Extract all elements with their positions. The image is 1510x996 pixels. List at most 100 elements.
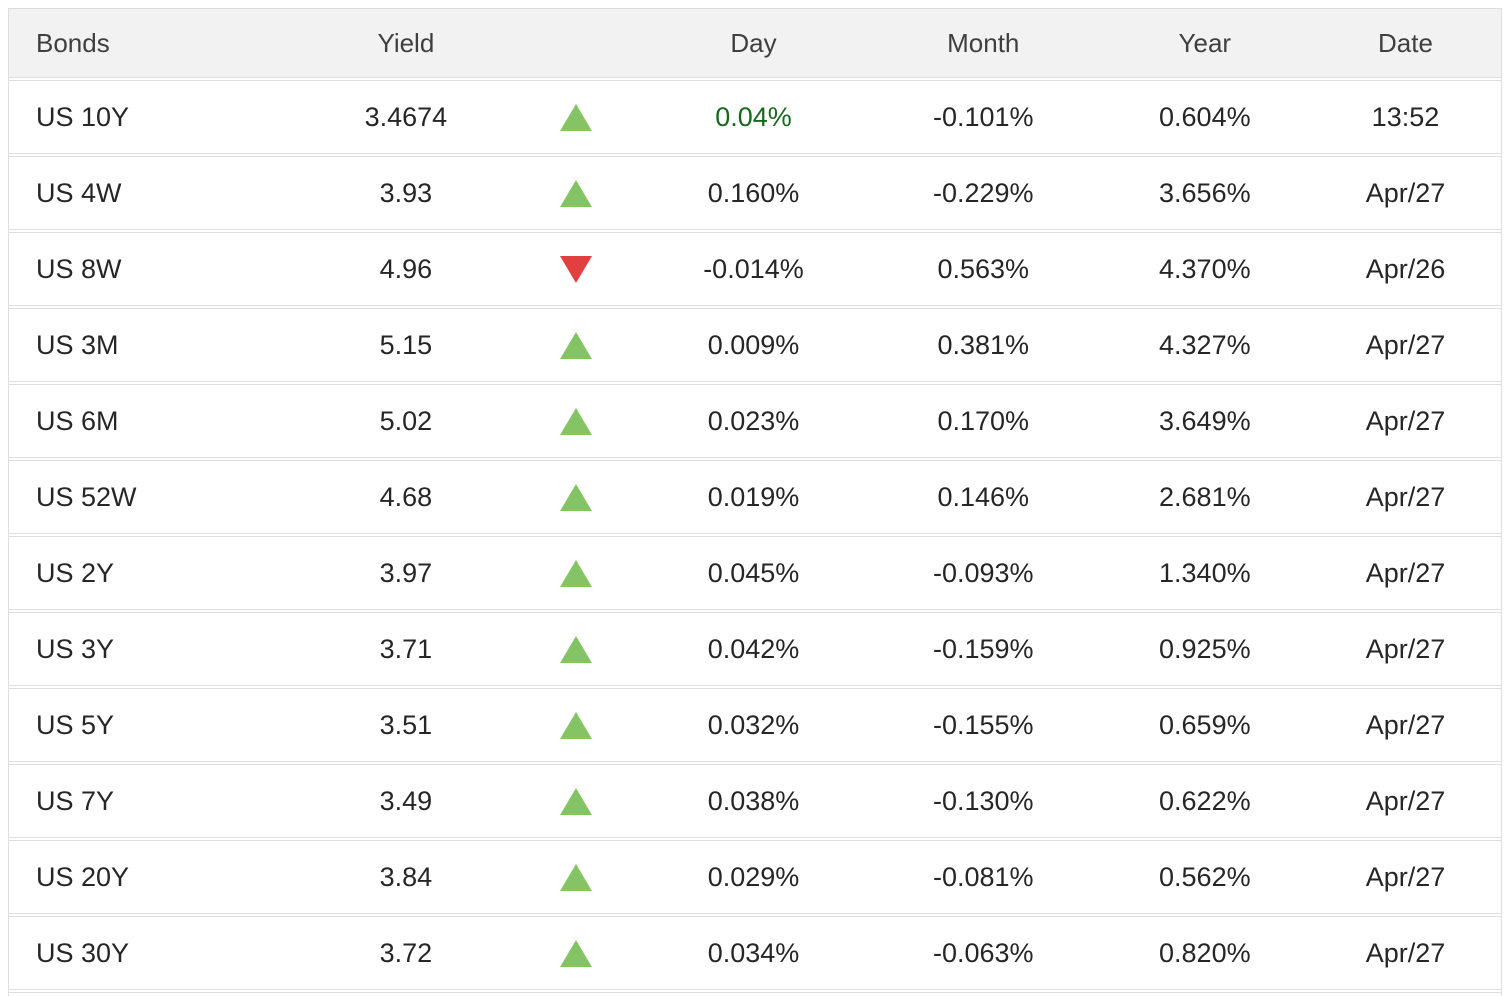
bonds-page: Bonds Yield Day Month Year Date US 10Y 3… <box>8 8 1502 996</box>
direction-cell <box>512 179 640 207</box>
table-row: US 8W 4.96 -0.014% 0.563% 4.370% Apr/26 <box>9 232 1501 306</box>
day-change: 0.034% <box>707 937 800 968</box>
day-change: 0.009% <box>707 329 800 360</box>
up-triangle-icon <box>559 331 592 359</box>
date-value: Apr/27 <box>1365 177 1446 208</box>
day-change: -0.014% <box>703 253 804 284</box>
bond-name[interactable]: US 52W <box>36 481 137 512</box>
table-row: US 3M 5.15 0.009% 0.381% 4.327% Apr/27 <box>9 308 1501 382</box>
year-change: 3.656% <box>1159 177 1251 208</box>
yield-value: 4.96 <box>379 253 433 284</box>
bond-name[interactable]: US 5Y <box>36 709 115 740</box>
bond-name[interactable]: US 3Y <box>36 633 115 664</box>
year-change: 4.327% <box>1159 329 1251 360</box>
direction-cell <box>512 863 640 891</box>
date-value: Apr/27 <box>1365 937 1446 968</box>
yield-value: 3.49 <box>379 785 433 816</box>
year-change: 0.562% <box>1159 861 1251 892</box>
day-change: 0.023% <box>707 405 800 436</box>
up-triangle-icon <box>559 863 592 891</box>
date-value: Apr/27 <box>1365 329 1446 360</box>
up-triangle-icon <box>559 939 592 967</box>
table-row: US 6M 5.02 0.023% 0.170% 3.649% Apr/27 <box>9 384 1501 458</box>
month-change: 0.381% <box>937 329 1030 360</box>
bond-name[interactable]: US 20Y <box>36 861 130 892</box>
year-change: 0.820% <box>1159 937 1251 968</box>
yield-value: 3.72 <box>379 937 433 968</box>
table-row: US 52W 4.68 0.019% 0.146% 2.681% Apr/27 <box>9 460 1501 534</box>
yield-value: 3.51 <box>379 709 433 740</box>
bond-name[interactable]: US 7Y <box>36 785 115 816</box>
yield-value: 3.71 <box>379 633 433 664</box>
table-row: US 4W 3.93 0.160% -0.229% 3.656% Apr/27 <box>9 156 1501 230</box>
up-triangle-icon <box>559 711 592 739</box>
direction-cell <box>512 331 640 359</box>
table-row: US 30Y 3.72 0.034% -0.063% 0.820% Apr/27 <box>9 916 1501 990</box>
column-header-month: Month <box>947 27 1020 58</box>
bond-name[interactable]: US 10Y <box>36 101 130 132</box>
column-header-day: Day <box>730 27 777 58</box>
day-change: 0.042% <box>707 633 800 664</box>
yield-value: 5.02 <box>379 405 433 436</box>
direction-cell <box>512 407 640 435</box>
bond-name[interactable]: US 3M <box>36 329 119 360</box>
yield-value: 4.68 <box>379 481 433 512</box>
direction-cell <box>512 711 640 739</box>
bonds-table: Bonds Yield Day Month Year Date US 10Y 3… <box>8 8 1502 996</box>
year-change: 2.681% <box>1159 481 1251 512</box>
direction-cell <box>512 635 640 663</box>
month-change: -0.081% <box>932 861 1034 892</box>
up-triangle-icon <box>559 635 592 663</box>
direction-cell <box>512 787 640 815</box>
month-change: -0.130% <box>932 785 1034 816</box>
date-value: Apr/26 <box>1365 253 1446 284</box>
date-value: Apr/27 <box>1365 481 1446 512</box>
bond-name[interactable]: US 6M <box>36 405 119 436</box>
day-change: 0.04% <box>715 101 792 132</box>
column-header-yield: Yield <box>377 27 435 58</box>
table-header-row: Bonds Yield Day Month Year Date <box>9 9 1501 78</box>
month-change: 0.146% <box>937 481 1030 512</box>
month-change: -0.159% <box>932 633 1034 664</box>
up-triangle-icon <box>559 559 592 587</box>
bond-name[interactable]: US 30Y <box>36 937 130 968</box>
up-triangle-icon <box>559 787 592 815</box>
table-body: US 10Y 3.4674 0.04% -0.101% 0.604% 13:52… <box>9 80 1501 990</box>
direction-cell <box>512 939 640 967</box>
date-value: Apr/27 <box>1365 557 1446 588</box>
yield-value: 3.93 <box>379 177 433 208</box>
column-header-year: Year <box>1178 27 1232 58</box>
bond-name[interactable]: US 8W <box>36 253 122 284</box>
year-change: 0.659% <box>1159 709 1251 740</box>
column-header-date: Date <box>1378 27 1433 58</box>
year-change: 1.340% <box>1159 557 1251 588</box>
direction-cell <box>512 103 640 131</box>
yield-value: 3.84 <box>379 861 433 892</box>
day-change: 0.160% <box>707 177 800 208</box>
month-change: -0.063% <box>932 937 1034 968</box>
bond-name[interactable]: US 2Y <box>36 557 115 588</box>
month-change: 0.170% <box>937 405 1030 436</box>
date-value: Apr/27 <box>1365 861 1446 892</box>
day-change: 0.045% <box>707 557 800 588</box>
up-triangle-icon <box>559 103 592 131</box>
next-row-stub <box>9 992 1501 996</box>
up-triangle-icon <box>559 483 592 511</box>
up-triangle-icon <box>559 407 592 435</box>
table-row: US 10Y 3.4674 0.04% -0.101% 0.604% 13:52 <box>9 80 1501 154</box>
date-value: Apr/27 <box>1365 785 1446 816</box>
month-change: -0.101% <box>932 101 1034 132</box>
yield-value: 5.15 <box>379 329 433 360</box>
date-value: Apr/27 <box>1365 709 1446 740</box>
direction-cell <box>512 255 640 283</box>
down-triangle-icon <box>559 255 592 283</box>
date-value: Apr/27 <box>1365 405 1446 436</box>
bond-name[interactable]: US 4W <box>36 177 122 208</box>
yield-value: 3.4674 <box>364 101 448 132</box>
table-row: US 3Y 3.71 0.042% -0.159% 0.925% Apr/27 <box>9 612 1501 686</box>
month-change: -0.093% <box>932 557 1034 588</box>
table-row: US 2Y 3.97 0.045% -0.093% 1.340% Apr/27 <box>9 536 1501 610</box>
month-change: -0.155% <box>932 709 1034 740</box>
direction-cell <box>512 559 640 587</box>
day-change: 0.032% <box>707 709 800 740</box>
